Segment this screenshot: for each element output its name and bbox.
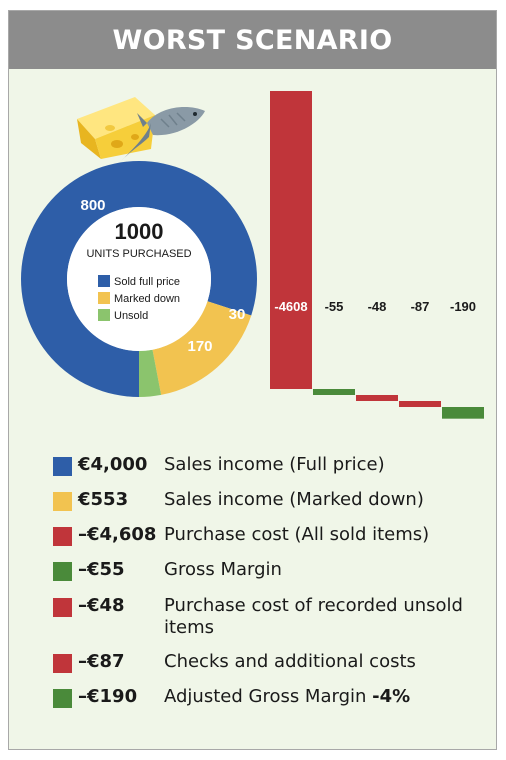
legend-text-5: Checks and additional costs — [164, 651, 464, 673]
legend-value-6: –€190 — [78, 686, 138, 707]
waterfall-bar-0 — [270, 91, 312, 389]
donut-legend-label-0: Sold full price — [114, 276, 180, 288]
legend-swatch-1 — [53, 492, 72, 511]
waterfall-label-4: -190 — [450, 299, 476, 314]
waterfall-label-2: -48 — [368, 299, 387, 314]
donut-label-0: 800 — [80, 197, 105, 214]
waterfall-bar-2 — [356, 395, 398, 401]
legend-swatch-3 — [53, 562, 72, 581]
legend-value-1: €553 — [78, 489, 129, 510]
donut-center-value: 1000 — [115, 219, 164, 244]
donut-center-label: UNITS PURCHASED — [86, 248, 191, 260]
waterfall-label-0: -4608 — [274, 299, 307, 314]
legend-swatch-0 — [53, 457, 72, 476]
legend-text-4: Purchase cost of recorded unsold items — [164, 595, 464, 639]
donut-legend-swatch-1 — [98, 292, 110, 304]
donut-slice-unsold — [139, 349, 162, 397]
waterfall-bar-3 — [399, 401, 441, 407]
donut-slice-sold-full-price — [21, 160, 258, 397]
donut-label-1: 170 — [187, 338, 212, 355]
donut-legend-swatch-2 — [98, 309, 110, 321]
legend-text-0: Sales income (Full price) — [164, 454, 464, 476]
legend-value-2: –€4,608 — [78, 524, 157, 545]
legend-text-label-6: Adjusted Gross Margin — [164, 686, 367, 707]
fish-icon — [121, 107, 205, 161]
legend-text-6: Adjusted Gross Margin -4% — [164, 686, 464, 708]
header-bar: WORST SCENARIO — [9, 11, 496, 69]
donut-legend-label-2: Unsold — [114, 310, 148, 322]
cheese-icon — [77, 97, 155, 159]
legend-text-2: Purchase cost (All sold items) — [164, 524, 464, 546]
legend-swatch-5 — [53, 654, 72, 673]
donut-legend-label-1: Marked down — [114, 293, 180, 305]
donut-label-2: 30 — [229, 306, 246, 323]
legend-text-label-2: Purchase cost (All sold items) — [164, 524, 430, 545]
waterfall-label-3: -87 — [411, 299, 430, 314]
legend-value-5: –€87 — [78, 651, 125, 672]
scenario-card: WORST SCENARIO 800 170 30 1000 UNITS PURCH… — [8, 10, 497, 750]
donut-legend-swatch-0 — [98, 275, 110, 287]
waterfall-bar-4 — [442, 407, 484, 419]
legend-text-label-0: Sales income (Full price) — [164, 454, 385, 475]
page-title: WORST SCENARIO — [112, 24, 393, 56]
legend-extra-6: -4% — [372, 686, 411, 707]
legend-text-1: Sales income (Marked down) — [164, 489, 464, 511]
legend-text-3: Gross Margin — [164, 559, 464, 581]
legend-value-3: –€55 — [78, 559, 125, 580]
legend-swatch-4 — [53, 598, 72, 617]
legend-swatch-6 — [53, 689, 72, 708]
waterfall-bar-1 — [313, 389, 355, 395]
donut-slice-marked-down — [152, 301, 252, 395]
legend-text-label-1: Sales income (Marked down) — [164, 489, 424, 510]
legend-text-label-5: Checks and additional costs — [164, 651, 416, 672]
charts-svg: 800 170 30 1000 UNITS PURCHASED Sold full … — [21, 91, 484, 419]
legend-text-label-4: Purchase cost of recorded unsold items — [164, 595, 463, 638]
legend-text-label-3: Gross Margin — [164, 559, 282, 580]
legend-value-0: €4,000 — [78, 454, 148, 475]
legend-swatch-2 — [53, 527, 72, 546]
legend-value-4: –€48 — [78, 595, 125, 616]
waterfall-label-1: -55 — [325, 299, 344, 314]
